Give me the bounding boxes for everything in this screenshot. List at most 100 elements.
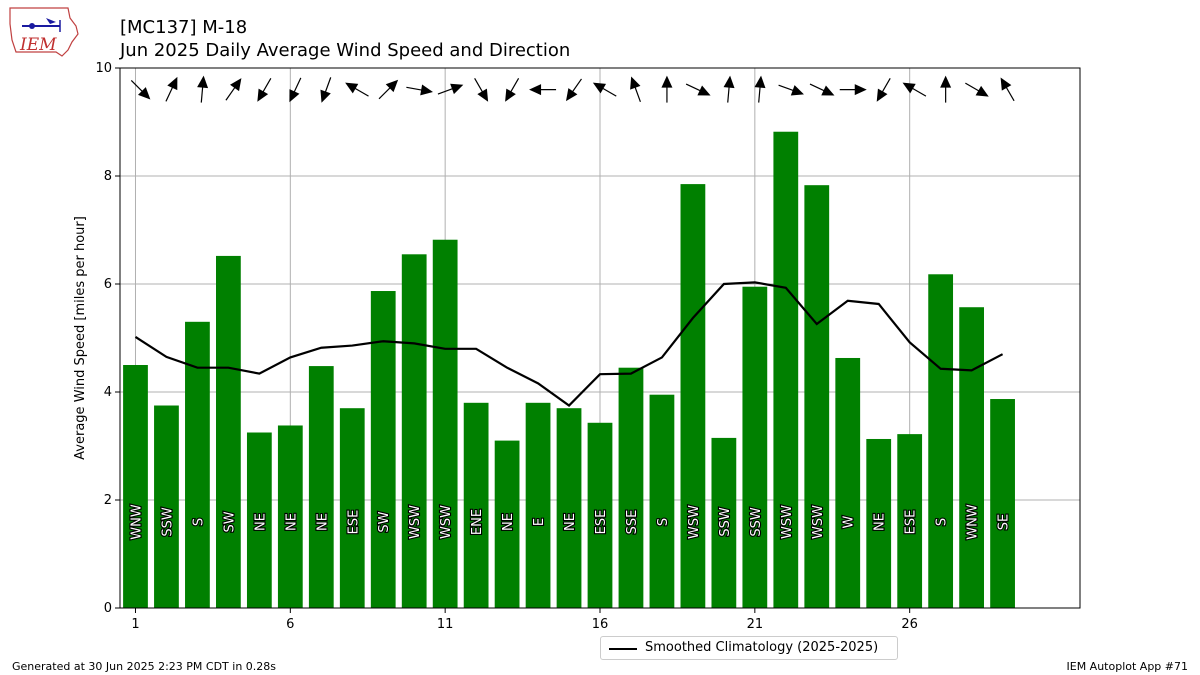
bar-day-7	[308, 366, 334, 608]
bar-day-21	[742, 286, 768, 608]
bar-day-29	[990, 399, 1015, 608]
direction-label-day-5: NE	[253, 513, 268, 531]
legend: Smoothed Climatology (2025-2025)	[600, 636, 898, 660]
direction-label-day-11: WSW	[439, 505, 454, 539]
y-tick-label: 8	[104, 169, 112, 184]
wind-arrow-day-1	[130, 79, 151, 100]
direction-label-day-21: SSW	[749, 507, 764, 537]
bar-day-1	[123, 365, 148, 608]
wind-arrow-day-14	[529, 84, 557, 96]
wind-arrow-day-2	[165, 76, 178, 102]
wind-arrow-day-27	[940, 75, 952, 103]
bar-day-13	[494, 440, 520, 608]
direction-label-day-24: W	[842, 515, 857, 528]
x-tick-label: 21	[747, 617, 764, 632]
bar-day-17	[618, 367, 644, 608]
bar-day-18	[649, 394, 675, 608]
x-tick-label: 1	[131, 617, 139, 632]
x-tick-label: 26	[901, 617, 918, 632]
wind-arrow-day-26	[902, 82, 927, 97]
direction-label-day-6: NE	[284, 513, 299, 531]
logo-text: IEM	[19, 35, 57, 55]
wind-arrow-day-15	[566, 78, 582, 102]
direction-label-day-20: SSW	[718, 507, 733, 537]
chart-subtitle: Jun 2025 Daily Average Wind Speed and Di…	[120, 40, 571, 61]
wind-arrow-day-29	[1000, 77, 1015, 102]
bar-day-23	[804, 185, 830, 608]
bar-day-19	[680, 184, 706, 608]
wind-arrow-day-25	[876, 78, 891, 102]
bar-day-4	[216, 255, 241, 609]
wind-arrow-day-6	[289, 77, 302, 103]
bar-day-16	[587, 422, 613, 608]
y-axis-label: Average Wind Speed [miles per hour]	[73, 216, 88, 460]
direction-label-day-13: NE	[501, 513, 516, 531]
wind-arrow-day-20	[723, 75, 735, 103]
wind-arrow-day-9	[378, 79, 399, 100]
direction-label-day-22: WSW	[780, 505, 795, 539]
direction-label-day-10: WSW	[408, 505, 423, 539]
wind-arrow-day-17	[630, 76, 641, 103]
bar-day-15	[556, 408, 582, 608]
generated-timestamp: Generated at 30 Jun 2025 2:23 PM CDT in …	[12, 660, 277, 673]
wind-arrow-day-22	[778, 84, 804, 96]
bar-day-10	[401, 254, 427, 609]
wind-arrow-day-16	[592, 82, 617, 97]
direction-label-day-1: WNW	[129, 504, 144, 540]
direction-label-day-25: NE	[873, 513, 888, 531]
bar-day-2	[154, 405, 179, 608]
wind-arrow-day-11	[437, 83, 464, 95]
direction-label-day-27: S	[935, 518, 950, 526]
bar-day-14	[525, 402, 551, 608]
direction-label-day-16: ESE	[594, 510, 609, 535]
y-tick-label: 10	[95, 61, 112, 76]
direction-label-day-28: WNW	[966, 504, 981, 540]
bar-day-26	[897, 434, 923, 608]
x-tick-label: 6	[286, 617, 294, 632]
wind-arrow-day-19	[685, 83, 711, 96]
climatology-line	[134, 281, 1004, 407]
direction-label-day-4: SW	[222, 511, 237, 532]
wind-arrow-day-23	[809, 83, 835, 96]
direction-label-day-17: SSE	[625, 510, 640, 535]
bar-day-5	[246, 432, 272, 608]
bar-day-9	[370, 291, 396, 608]
wind-arrow-day-3	[197, 75, 209, 103]
bar-day-3	[185, 321, 210, 608]
bar-day-20	[711, 437, 737, 608]
direction-label-day-29: SE	[997, 514, 1012, 530]
y-tick-label: 2	[104, 493, 112, 508]
y-tick-label: 0	[104, 601, 112, 616]
direction-label-day-3: S	[191, 518, 206, 526]
iem-logo: IEM	[9, 7, 79, 57]
direction-label-day-23: WSW	[811, 505, 826, 539]
wind-arrow-day-28	[965, 82, 989, 97]
bar-day-8	[339, 408, 365, 608]
wind-arrow-day-5	[257, 78, 272, 102]
wind-arrow-day-24	[839, 84, 867, 96]
wind-arrow-day-10	[406, 84, 433, 96]
chart-title: [MC137] M-18	[120, 17, 248, 38]
y-tick-label: 6	[104, 277, 112, 292]
bar-day-24	[835, 357, 861, 608]
direction-label-day-26: ESE	[904, 510, 919, 535]
direction-label-day-7: NE	[315, 513, 330, 531]
wind-arrow-day-21	[754, 75, 766, 103]
wind-arrow-day-12	[474, 78, 489, 102]
wind-arrow-day-18	[661, 75, 673, 103]
x-tick-label: 11	[437, 617, 454, 632]
bar-day-11	[432, 239, 458, 608]
direction-label-day-18: S	[656, 518, 671, 526]
direction-label-day-9: SW	[377, 511, 392, 532]
bar-day-12	[463, 402, 489, 608]
wind-arrow-day-13	[505, 78, 520, 102]
direction-label-day-8: ESE	[346, 510, 361, 535]
wind-arrow-day-4	[225, 78, 242, 101]
bar-day-25	[866, 438, 892, 608]
wind-arrow-day-8	[345, 82, 369, 97]
bar-day-28	[959, 307, 984, 608]
bar-day-22	[773, 131, 799, 608]
autoplot-app-id: IEM Autoplot App #71	[1066, 660, 1189, 673]
direction-label-day-14: E	[532, 518, 547, 526]
